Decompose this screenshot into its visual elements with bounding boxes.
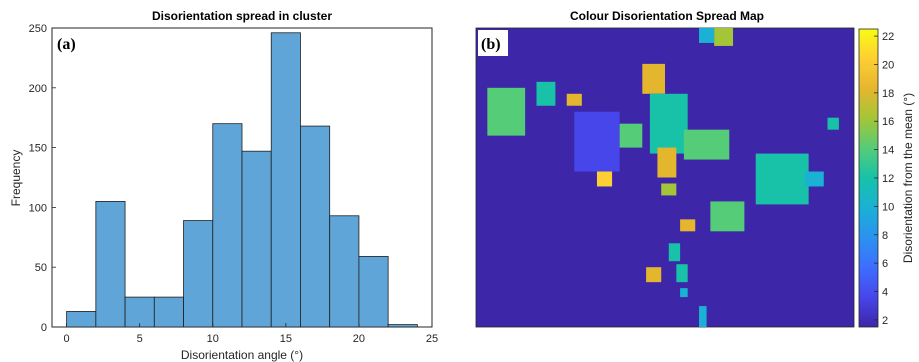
histogram-bar	[270, 32, 301, 328]
colorbar-tick-label: 6	[882, 258, 888, 270]
colorbar-tick-label: 14	[882, 145, 894, 157]
heatmap-region	[657, 147, 677, 178]
heatmap-region	[827, 117, 839, 130]
histogram-bar	[153, 296, 184, 328]
histogram-bar	[66, 311, 97, 328]
colorbar-tick-label: 12	[882, 173, 894, 185]
histogram-y-axis-label: Frequency	[9, 150, 23, 207]
colorbar-tick-label: 2	[882, 315, 888, 327]
y-tick-label: 150	[29, 143, 47, 155]
y-tick-label: 250	[29, 23, 47, 35]
panel-label-a: (a)	[57, 36, 76, 53]
y-tick-label: 0	[41, 322, 47, 334]
panel-label-b: (b)	[481, 36, 501, 53]
x-tick-label: 20	[353, 333, 365, 345]
histogram-bar	[212, 123, 243, 328]
heatmap-region	[710, 201, 745, 232]
heatmap-region	[683, 129, 730, 160]
heatmap-regions	[487, 28, 839, 327]
heatmap-region	[646, 267, 662, 283]
histogram-bar	[329, 215, 360, 328]
heatmap-region	[642, 63, 665, 94]
heatmap-region	[619, 123, 643, 148]
colorbar-tick-label: 16	[882, 116, 894, 128]
heatmap-region	[487, 87, 526, 136]
x-tick-label: 0	[64, 333, 70, 345]
y-tick-label: 200	[29, 83, 47, 95]
heatmap-region	[714, 28, 734, 46]
heatmap-panel: Colour Disorientation Spread Map (b) 2 4 6…	[475, 9, 915, 328]
heatmap-region	[661, 183, 677, 196]
heatmap-region	[574, 111, 620, 172]
histogram-bars	[66, 32, 418, 328]
colorbar-tick-label: 18	[882, 88, 894, 100]
x-tick-label: 10	[207, 333, 219, 345]
heatmap-region	[668, 243, 681, 262]
heatmap-region	[699, 28, 715, 43]
histogram-title: Disorientation spread in cluster	[152, 9, 332, 23]
heatmap-region	[676, 264, 688, 283]
histogram-bar	[241, 150, 272, 328]
histogram-bar	[387, 324, 418, 328]
histogram-bar	[95, 201, 126, 328]
histogram-bar	[300, 125, 331, 328]
heatmap-region	[699, 306, 707, 327]
histogram-x-ticks: 0 5 10 15 20 25	[64, 323, 438, 345]
panel-label-b-box	[478, 30, 508, 56]
heatmap-title: Colour Disorientation Spread Map	[570, 9, 764, 23]
colorbar-tick-label: 4	[882, 287, 888, 299]
colorbar-ticks: 2 4 6 8 10 12 14 16 18 20 22	[874, 31, 894, 327]
heatmap-region	[649, 93, 688, 154]
heatmap-region	[680, 288, 688, 298]
histogram-bar	[358, 256, 389, 328]
heatmap-region	[596, 171, 613, 187]
colorbar-label: Disorientation from the mean (°)	[901, 93, 915, 263]
heatmap-region	[566, 93, 582, 106]
y-tick-label: 100	[29, 202, 47, 214]
heatmap-region	[804, 171, 824, 187]
y-tick-label: 50	[35, 262, 47, 274]
histogram-y-ticks: 0 50 100 150 200 250	[29, 23, 56, 334]
x-tick-label: 5	[137, 333, 143, 345]
heatmap-region	[755, 153, 809, 205]
colorbar-tick-label: 22	[882, 31, 894, 43]
heatmap-region	[680, 219, 696, 232]
histogram-x-axis-label: Disorientation angle (°)	[181, 348, 303, 362]
histogram-bar	[124, 296, 155, 328]
colorbar-tick-label: 20	[882, 59, 894, 71]
colorbar-tick-label: 8	[882, 230, 888, 242]
histogram-bar	[183, 220, 214, 328]
x-tick-label: 15	[280, 333, 292, 345]
histogram-panel: Disorientation spread in cluster 0 5 10 15 2…	[9, 9, 438, 362]
x-tick-label: 25	[426, 333, 438, 345]
heatmap-region	[536, 81, 556, 106]
colorbar-tick-label: 10	[882, 201, 894, 213]
